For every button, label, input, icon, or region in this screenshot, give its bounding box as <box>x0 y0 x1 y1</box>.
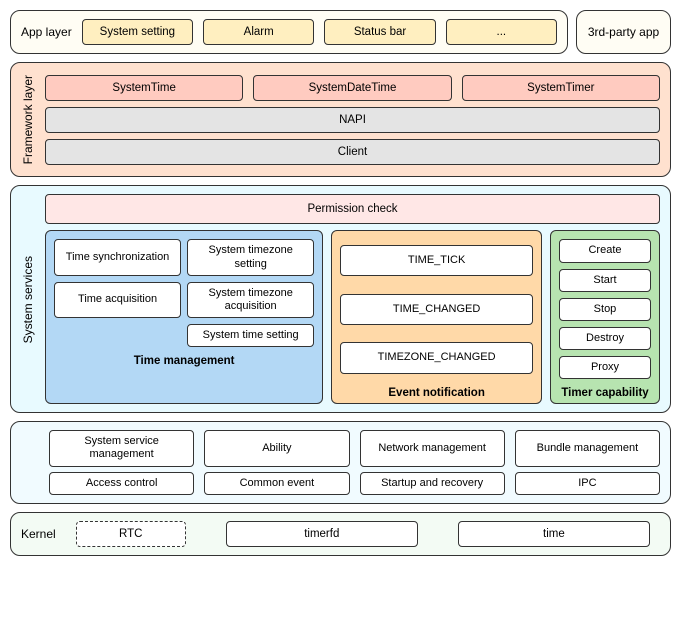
timer-item: Destroy <box>559 327 651 350</box>
kernel-item: timerfd <box>226 521 418 547</box>
app-layer-row: App layer System setting Alarm Status ba… <box>10 10 671 54</box>
event-notification-panel: TIME_TICK TIME_CHANGED TIMEZONE_CHANGED … <box>331 230 542 404</box>
timer-item: Start <box>559 269 651 292</box>
timer-item: Proxy <box>559 356 651 379</box>
kernel-layer: Kernel RTC timerfd time <box>10 512 671 556</box>
framework-bar: NAPI <box>45 107 660 133</box>
app-layer: App layer System setting Alarm Status ba… <box>10 10 568 54</box>
time-mgmt-item: System timezone acquisition <box>187 282 314 318</box>
framework-bar: Client <box>45 139 660 165</box>
permission-check: Permission check <box>45 194 660 224</box>
dep-item: Ability <box>204 430 349 466</box>
time-mgmt-item: Time synchronization <box>54 239 181 275</box>
event-item: TIME_TICK <box>340 245 533 276</box>
timer-item: Create <box>559 239 651 262</box>
third-party-label: 3rd-party app <box>588 25 659 39</box>
dep-item: Network management <box>360 430 505 466</box>
framework-layer: Framework layer SystemTime SystemDateTim… <box>10 62 671 177</box>
dep-item: Bundle management <box>515 430 660 466</box>
framework-layer-label: Framework layer <box>21 71 35 168</box>
app-item: System setting <box>82 19 193 45</box>
time-mgmt-item: System timezone setting <box>187 239 314 275</box>
system-services-layer: System services Permission check Time sy… <box>10 185 671 413</box>
framework-api: SystemTime <box>45 75 243 101</box>
dep-item: Common event <box>204 472 349 495</box>
time-mgmt-title: Time management <box>54 355 314 367</box>
dep-item: Startup and recovery <box>360 472 505 495</box>
dep-item: Access control <box>49 472 194 495</box>
app-item: Alarm <box>203 19 314 45</box>
framework-api: SystemDateTime <box>253 75 451 101</box>
dep-item: IPC <box>515 472 660 495</box>
kernel-label: Kernel <box>21 527 56 541</box>
app-item: Status bar <box>324 19 435 45</box>
event-item: TIME_CHANGED <box>340 294 533 325</box>
dependencies-layer: System service management Ability Networ… <box>10 421 671 504</box>
app-item: ... <box>446 19 557 45</box>
timer-capability-panel: Create Start Stop Destroy Proxy Timer ca… <box>550 230 660 404</box>
time-mgmt-item: Time acquisition <box>54 282 181 318</box>
timer-cap-title: Timer capability <box>559 387 651 399</box>
dep-item: System service management <box>49 430 194 466</box>
event-notif-title: Event notification <box>340 387 533 399</box>
event-item: TIMEZONE_CHANGED <box>340 342 533 373</box>
kernel-item: time <box>458 521 650 547</box>
app-layer-label: App layer <box>21 25 72 39</box>
kernel-item-rtc: RTC <box>76 521 186 547</box>
time-management-panel: Time synchronization System timezone set… <box>45 230 323 404</box>
time-mgmt-item: System time setting <box>187 324 314 347</box>
framework-api: SystemTimer <box>462 75 660 101</box>
third-party-app: 3rd-party app <box>576 10 671 54</box>
timer-item: Stop <box>559 298 651 321</box>
system-services-label: System services <box>21 252 35 347</box>
